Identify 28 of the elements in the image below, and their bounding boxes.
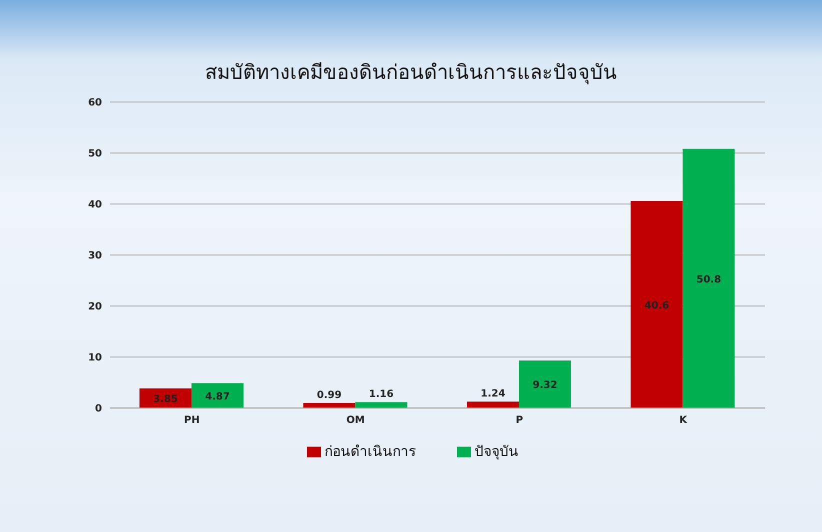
data-label: 3.85: [153, 394, 178, 406]
bar: [518, 360, 571, 408]
chart-title: สมบัติทางเคมีของดินก่อนดำเนินการและปัจจุบัน: [204, 59, 618, 86]
bar: [682, 148, 735, 408]
data-label: 9.32: [532, 380, 558, 392]
y-tick-label: 30: [88, 250, 102, 262]
data-label: 0.99: [316, 390, 342, 401]
bar: [191, 383, 244, 408]
data-label: 1.16: [368, 389, 394, 400]
data-label: 4.87: [205, 392, 230, 403]
x-tick-label: K: [679, 415, 688, 426]
y-tick-label: 10: [88, 352, 102, 364]
data-label: 40.6: [644, 300, 670, 312]
x-tick-label: P: [516, 415, 524, 426]
y-tick-label: 20: [88, 302, 102, 313]
legend-label: ก่อนดำเนินการ: [324, 444, 416, 460]
y-tick-label: 50: [88, 148, 102, 160]
y-tick-label: 60: [88, 98, 102, 109]
y-tick-label: 0: [95, 404, 102, 415]
bar: [355, 402, 408, 408]
data-label: 1.24: [480, 388, 506, 400]
bar: [466, 402, 519, 408]
legend-label: ปัจจุบัน: [474, 444, 518, 460]
x-tick-label: PH: [184, 415, 200, 426]
x-tick-label: OM: [346, 415, 365, 426]
bar: [630, 200, 683, 408]
data-label: 50.8: [696, 274, 722, 286]
y-tick-label: 40: [88, 200, 102, 211]
